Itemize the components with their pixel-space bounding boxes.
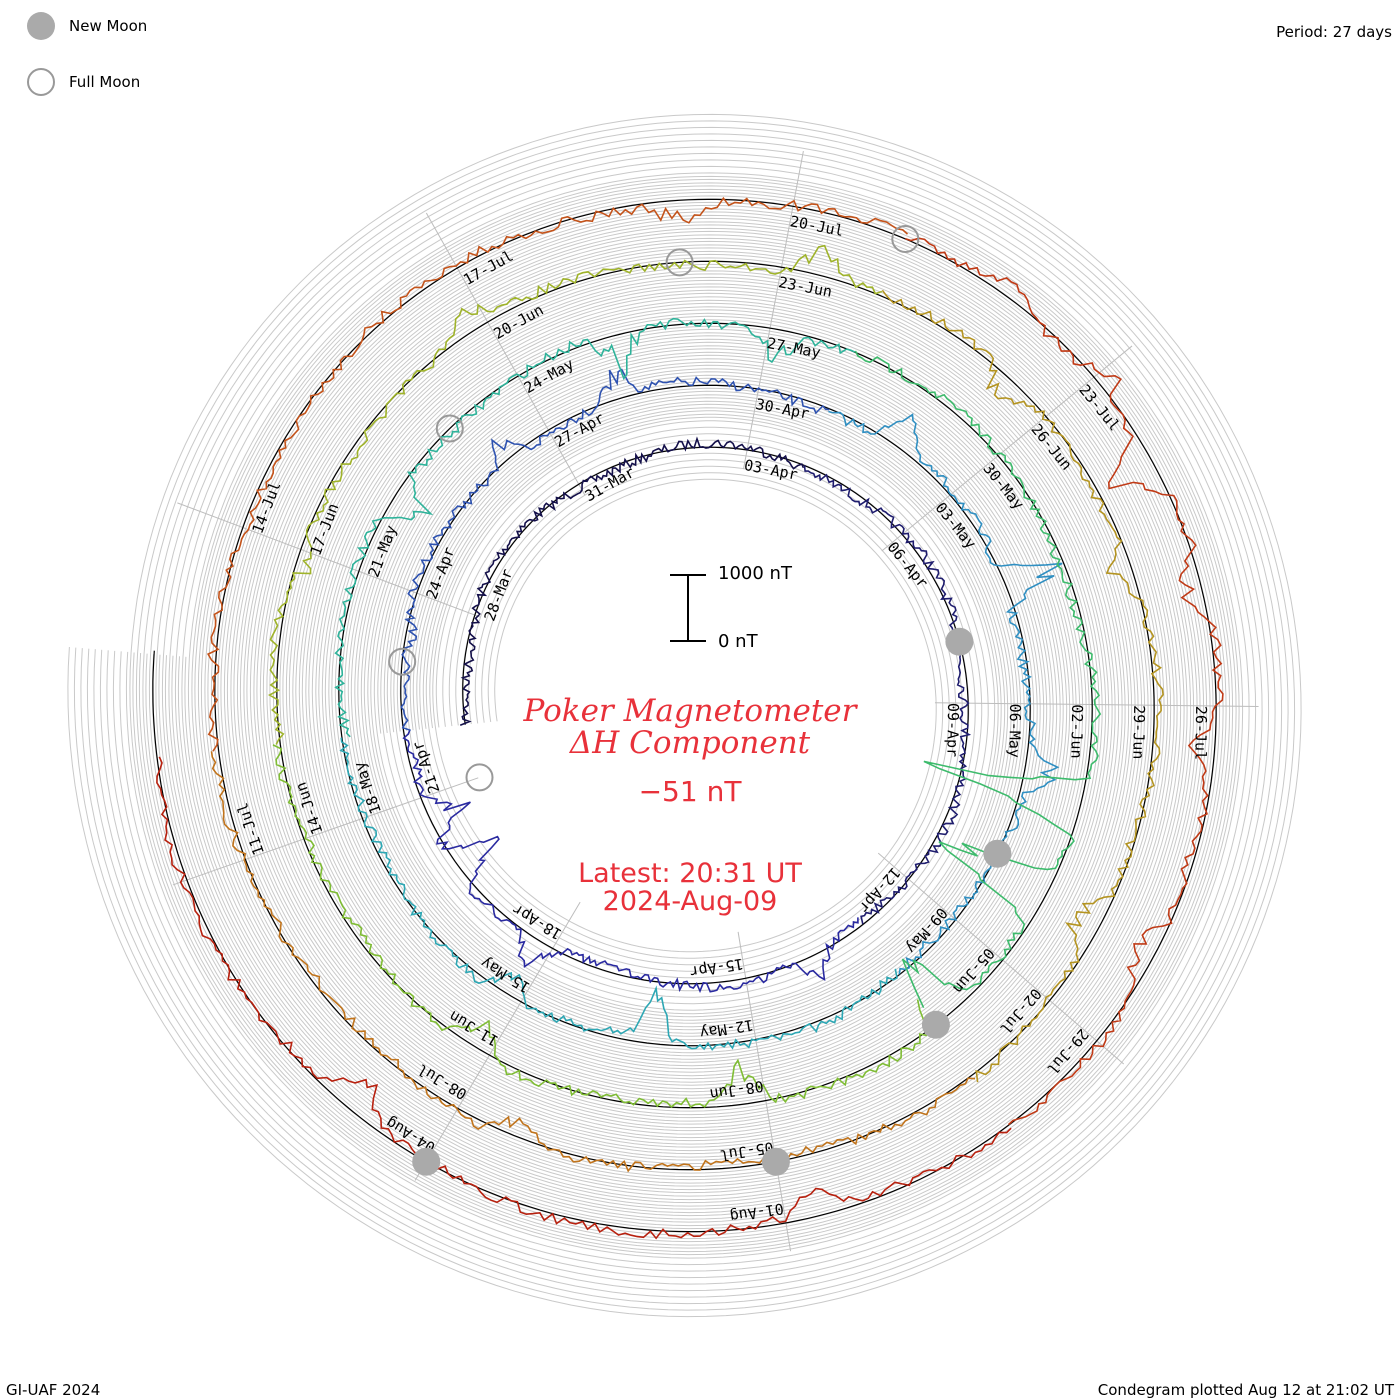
chart-subtitle: ΔH Component — [569, 725, 811, 761]
grid-band — [125, 172, 1244, 1259]
grid-band — [93, 139, 1276, 1292]
baseline-spiral — [152, 198, 1217, 1233]
trace-cycle-4 — [267, 244, 883, 745]
grid-band — [99, 146, 1270, 1285]
grid-band — [171, 217, 1198, 1214]
new-moon-icon — [27, 12, 55, 40]
grid-band — [138, 185, 1231, 1246]
latest-date: 2024-Aug-09 — [602, 886, 778, 917]
new-moon-label: New Moon — [69, 17, 148, 35]
title-block: Poker Magnetometer ΔH Component −51 nT — [390, 695, 990, 808]
new-moon-marker — [412, 1147, 441, 1176]
trace-cycle-4 — [881, 289, 1164, 1083]
scale-top-label: 1000 nT — [718, 563, 792, 584]
grid-spoke — [877, 852, 1125, 1065]
grid-band — [80, 126, 1289, 1305]
new-moon-marker — [983, 839, 1012, 868]
legend-new-moon: New Moon — [27, 12, 147, 40]
plotted-label: Condegram plotted Aug 12 at 21:02 UT — [1097, 1381, 1394, 1399]
full-moon-marker — [665, 248, 694, 277]
new-moon-marker — [761, 1147, 790, 1176]
baseline-layer — [152, 198, 1217, 1233]
date-label: 06-Apr — [884, 538, 932, 591]
grid-band — [132, 178, 1237, 1253]
date-label: 06-May — [1005, 704, 1024, 758]
full-moon-label: Full Moon — [69, 73, 141, 91]
date-label: 09-Apr — [943, 703, 962, 757]
grid-band — [86, 133, 1283, 1298]
trace-cycle-1 — [459, 436, 805, 726]
trace-cycle-4 — [210, 751, 976, 1173]
date-label: 02-Jun — [1067, 704, 1086, 758]
trace-cycle-3 — [272, 744, 928, 1108]
full-moon-icon — [27, 68, 55, 96]
grid-spoke — [743, 150, 804, 470]
grid-spoke — [737, 931, 792, 1252]
latest-block: Latest: 20:31 UT 2024-Aug-09 — [440, 860, 940, 916]
scale-bottom-label: 0 nT — [718, 631, 758, 652]
new-moon-marker — [945, 627, 974, 656]
grid-band — [112, 159, 1257, 1272]
full-moon-marker — [465, 763, 494, 792]
grid-band — [106, 152, 1263, 1279]
trace-cycle-2 — [400, 368, 830, 732]
grid-band — [67, 113, 1302, 1318]
trace-cycle-3 — [854, 350, 1102, 1009]
credit-label: GI-UAF 2024 — [6, 1381, 101, 1399]
grid-band — [184, 230, 1185, 1201]
date-label: 11-Jun — [446, 1007, 502, 1050]
current-value: −51 nT — [638, 775, 742, 808]
date-label: 29-Jun — [1129, 705, 1148, 759]
full-moon-marker — [435, 414, 464, 443]
grid-band — [119, 165, 1250, 1266]
grid-band — [177, 224, 1192, 1207]
grid-band — [73, 120, 1296, 1311]
date-label: 20-Jul — [789, 212, 846, 240]
grid-band — [164, 211, 1205, 1220]
trace-cycle-5 — [156, 756, 1012, 1240]
trace-cycle-2 — [339, 737, 898, 1051]
trace-cycle-1 — [803, 465, 972, 925]
period-label: Period: 27 days — [1276, 23, 1392, 41]
moon-layer — [388, 225, 1012, 1176]
new-moon-marker — [921, 1010, 950, 1039]
grid-spoke — [425, 212, 586, 496]
trace-cycle-3 — [334, 317, 856, 738]
latest-time: Latest: 20:31 UT — [578, 858, 802, 889]
trace-cycle-1 — [402, 730, 859, 994]
trace-layer — [156, 196, 1224, 1240]
trace-cycle-5 — [206, 196, 909, 752]
grid-spoke — [177, 502, 481, 618]
full-moon-marker — [891, 225, 920, 253]
grid-spoke — [934, 702, 1259, 707]
grid-spoke — [172, 777, 479, 886]
date-label: 26-Jul — [1191, 706, 1210, 760]
trace-cycle-2 — [828, 410, 1063, 975]
full-moon-marker — [388, 647, 417, 676]
legend-full-moon: Full Moon — [27, 68, 140, 96]
trace-cycle-5 — [905, 237, 1224, 1126]
chart-title: Poker Magnetometer — [523, 693, 857, 729]
grid-spoke — [881, 345, 1133, 552]
scale-bar — [670, 574, 706, 642]
